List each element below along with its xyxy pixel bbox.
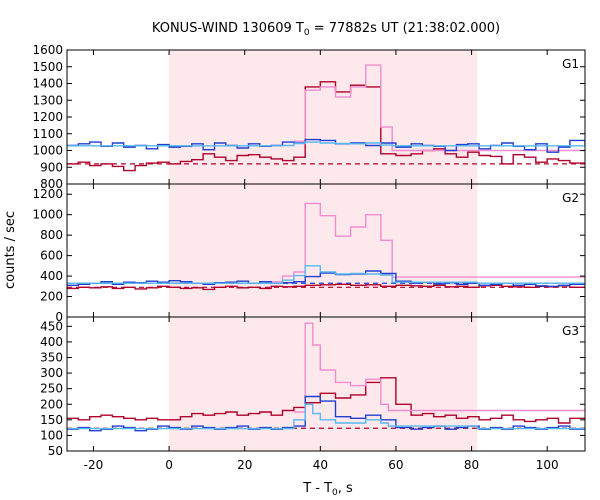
y-tick-label: 1300 <box>32 93 63 107</box>
series-blue <box>67 138 585 153</box>
burst-interval-shade <box>169 50 478 184</box>
y-axis-label: counts / sec <box>3 211 18 289</box>
y-tick-label: 800 <box>40 228 63 242</box>
panel-frame <box>66 316 586 452</box>
series-light-blue <box>67 265 585 284</box>
x-tick-label: -20 <box>84 458 104 472</box>
series-pink <box>293 322 585 413</box>
y-tick-label: 1500 <box>32 60 63 74</box>
plot-area <box>67 202 585 291</box>
y-tick-label: 150 <box>40 413 63 427</box>
x-tick-labels: -20 0 20 40 60 80 100 <box>84 458 559 472</box>
series-light-blue <box>67 141 585 147</box>
y-tick-label: 900 <box>40 160 63 174</box>
y-tick-label: 600 <box>40 249 63 263</box>
x-tick-label: 60 <box>388 458 403 472</box>
burst-interval-shade <box>169 317 478 451</box>
x-tick-label: 40 <box>313 458 328 472</box>
x-axis-label-rest: , s <box>338 481 353 496</box>
x-tick-label: 80 <box>464 458 479 472</box>
y-tick-label: 1000 <box>32 144 63 158</box>
y-tick-label: 800 <box>40 177 63 191</box>
y-tick-label: 200 <box>40 397 63 411</box>
panel-label: G1 <box>562 57 579 71</box>
chart-title: KONUS-WIND 130609 T0 = 77882s UT (21:38:… <box>152 21 500 38</box>
y-tick-label: 100 <box>40 428 63 442</box>
x-axis-label: T - T0, s <box>302 481 353 498</box>
chart-title-subscript: 0 <box>304 28 310 38</box>
x-tick-label: 20 <box>237 458 252 472</box>
series-pink <box>293 64 585 152</box>
panel-g2: 0 200 400 600 800 1000 1200 G2 <box>32 183 586 324</box>
panel-g1: 800 900 1000 1100 1200 1300 1400 1500 1600 G1 <box>32 43 586 191</box>
x-tick-label: 0 <box>165 458 173 472</box>
y-tick-label: 400 <box>40 269 63 283</box>
y-tick-label: 200 <box>40 290 63 304</box>
y-tick-label: 1100 <box>32 127 63 141</box>
series-dark-red <box>67 283 585 291</box>
y-tick-label: 350 <box>40 351 63 365</box>
chart-title-main: KONUS-WIND 130609 T <box>152 21 304 36</box>
series-light-blue <box>67 403 585 430</box>
y-tick-label: 400 <box>40 335 63 349</box>
plot-area <box>67 64 585 172</box>
y-tick-label: 1400 <box>32 77 63 91</box>
y-tick-label: 50 <box>48 444 63 458</box>
y-tick-label: 1000 <box>32 208 63 222</box>
chart-title-rest: = 77882s UT (21:38:02.000) <box>310 21 500 36</box>
burst-interval-shade <box>169 184 478 317</box>
y-tick-label: 1200 <box>32 110 63 124</box>
plot-area <box>67 322 585 432</box>
x-axis-label-main: T - T <box>302 481 332 496</box>
y-tick-label: 300 <box>40 366 63 380</box>
y-tick-label: 450 <box>40 319 63 333</box>
y-tick-label: 1600 <box>32 43 63 57</box>
x-axis-label-subscript: 0 <box>332 488 338 498</box>
x-tick-label: 100 <box>536 458 559 472</box>
y-tick-label: 250 <box>40 382 63 396</box>
panel-label: G3 <box>562 324 579 338</box>
panels-group: 800 900 1000 1100 1200 1300 1400 1500 1600 G1 0 200… <box>32 43 586 458</box>
y-tick-label: 0 <box>55 310 63 324</box>
panel-label: G2 <box>562 191 579 205</box>
y-tick-label: 1200 <box>32 187 63 201</box>
